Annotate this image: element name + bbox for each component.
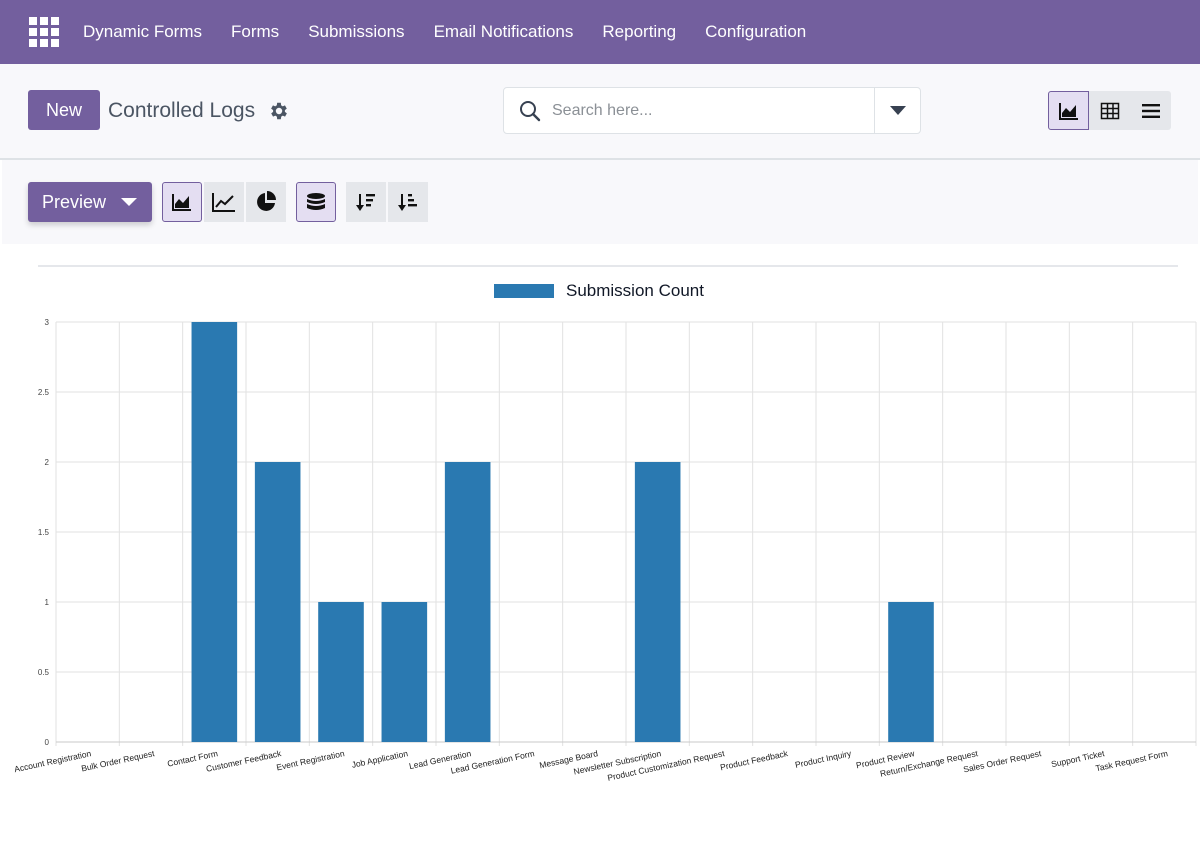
pie-chart-icon (257, 191, 276, 211)
search-options-toggle[interactable] (874, 88, 920, 133)
gear-icon[interactable] (268, 100, 290, 122)
chevron-down-icon (889, 106, 906, 115)
y-tick-label: 0 (45, 738, 50, 747)
bar-2 (191, 322, 238, 742)
view-switcher (1048, 91, 1171, 130)
x-tick-label: Account Registration (13, 748, 92, 774)
nav-reporting[interactable]: Reporting (602, 22, 677, 41)
search-icon (520, 100, 541, 121)
area-chart-icon (1058, 102, 1078, 120)
database-icon (307, 193, 325, 210)
x-tick-label: Job Application (351, 748, 409, 770)
sort-group (346, 182, 430, 222)
nav-configuration[interactable]: Configuration (705, 22, 807, 41)
sort-ascending-icon (398, 194, 417, 211)
line-chart-button[interactable] (204, 182, 244, 222)
bar-4 (318, 602, 364, 742)
graph-toolbar: Preview (2, 160, 1198, 244)
x-tick-label: Task Request Form (1095, 748, 1169, 773)
search-box (503, 87, 921, 134)
line-chart-icon (212, 193, 235, 212)
x-tick-label: Product Inquiry (794, 748, 853, 770)
y-tick-label: 1 (45, 598, 50, 607)
y-tick-label: 1.5 (38, 528, 50, 537)
y-tick-label: 2.5 (38, 388, 50, 397)
graph-view-button[interactable] (1048, 91, 1089, 130)
bar-chart-button[interactable] (162, 182, 202, 222)
x-tick-label: Event Registration (275, 748, 345, 772)
legend-swatch (494, 284, 554, 298)
pie-chart-button[interactable] (246, 182, 286, 222)
bar-chart-icon (172, 194, 191, 211)
sort-ascending-button[interactable] (388, 182, 428, 222)
preview-dropdown-button[interactable]: Preview (28, 182, 152, 222)
control-panel: New Controlled Logs (0, 64, 1200, 160)
page-title: Controlled Logs (108, 99, 256, 122)
list-view-button[interactable] (1130, 91, 1171, 130)
chart-legend[interactable]: Submission Count (494, 281, 704, 301)
new-button[interactable]: New (28, 90, 100, 130)
y-tick-label: 0.5 (38, 668, 50, 677)
bar-5 (381, 602, 428, 742)
app-menu-icon[interactable] (29, 17, 59, 47)
y-tick-label: 2 (45, 458, 50, 467)
chart-type-group (162, 182, 288, 222)
x-tick-label: Product Feedback (719, 748, 789, 772)
stacked-group (296, 182, 338, 222)
bar-9 (634, 462, 681, 742)
pivot-view-button[interactable] (1089, 91, 1130, 130)
nav-email-notifications[interactable]: Email Notifications (433, 22, 574, 41)
top-navbar: Dynamic Forms Forms Submissions Email No… (0, 0, 1200, 64)
chart-separator (38, 265, 1178, 267)
search-input[interactable] (552, 101, 862, 120)
table-grid-icon (1100, 102, 1119, 119)
nav-dynamic-forms[interactable]: Dynamic Forms (83, 22, 203, 41)
caret-down-icon (121, 198, 137, 206)
bar-13 (888, 602, 934, 742)
preview-label: Preview (42, 191, 107, 212)
nav-forms[interactable]: Forms (231, 22, 280, 41)
bar-3 (254, 462, 301, 742)
stacked-button[interactable] (296, 182, 336, 222)
sort-descending-icon (356, 194, 375, 211)
nav-submissions[interactable]: Submissions (308, 22, 405, 41)
y-tick-label: 3 (45, 318, 50, 327)
sort-descending-button[interactable] (346, 182, 386, 222)
x-tick-label: Bulk Order Request (80, 748, 156, 773)
list-icon (1141, 103, 1160, 118)
legend-label: Submission Count (566, 281, 704, 300)
bar-6 (444, 462, 491, 742)
